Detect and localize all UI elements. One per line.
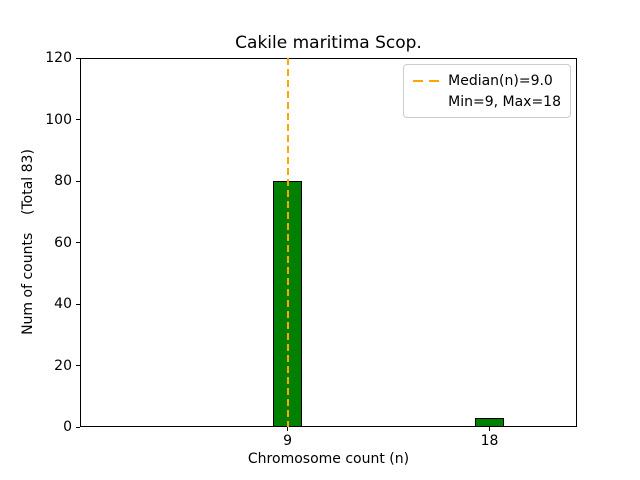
- legend-label-minmax: Min=9, Max=18: [448, 93, 561, 110]
- y-tick-mark: [76, 180, 80, 182]
- y-tick-label: 0: [63, 419, 72, 435]
- legend-entry-minmax: Min=9, Max=18: [413, 91, 561, 112]
- legend-entry-median: Median(n)=9.0: [413, 70, 561, 91]
- x-tick-mark: [287, 427, 289, 431]
- y-tick-mark: [76, 426, 80, 428]
- legend-dashed-line-icon: [413, 79, 442, 82]
- y-tick-mark: [76, 242, 80, 243]
- y-tick-mark: [76, 303, 80, 305]
- y-tick-label: 60: [54, 234, 72, 251]
- x-tick-label: 9: [283, 433, 292, 449]
- legend-label-median: Median(n)=9.0: [448, 72, 553, 89]
- y-tick-label: 20: [54, 357, 72, 374]
- y-tick-label: 100: [45, 111, 72, 128]
- plot-area: [80, 58, 577, 427]
- chart-title: Cakile maritima Scop.: [235, 33, 422, 53]
- bar: [474, 417, 505, 427]
- y-tick-mark: [76, 119, 80, 120]
- legend: Median(n)=9.0 Min=9, Max=18: [403, 64, 571, 118]
- x-tick-mark: [488, 427, 490, 431]
- x-axis-label: Chromosome count (n): [247, 451, 410, 467]
- y-tick-mark: [76, 365, 80, 366]
- legend-empty-handle: [413, 101, 441, 103]
- y-tick-label: 120: [45, 50, 72, 66]
- y-tick-mark: [76, 57, 80, 59]
- median-line: [286, 58, 289, 427]
- x-tick-label: 18: [480, 433, 499, 449]
- y-tick-label: 80: [54, 173, 72, 189]
- y-tick-label: 40: [54, 296, 72, 312]
